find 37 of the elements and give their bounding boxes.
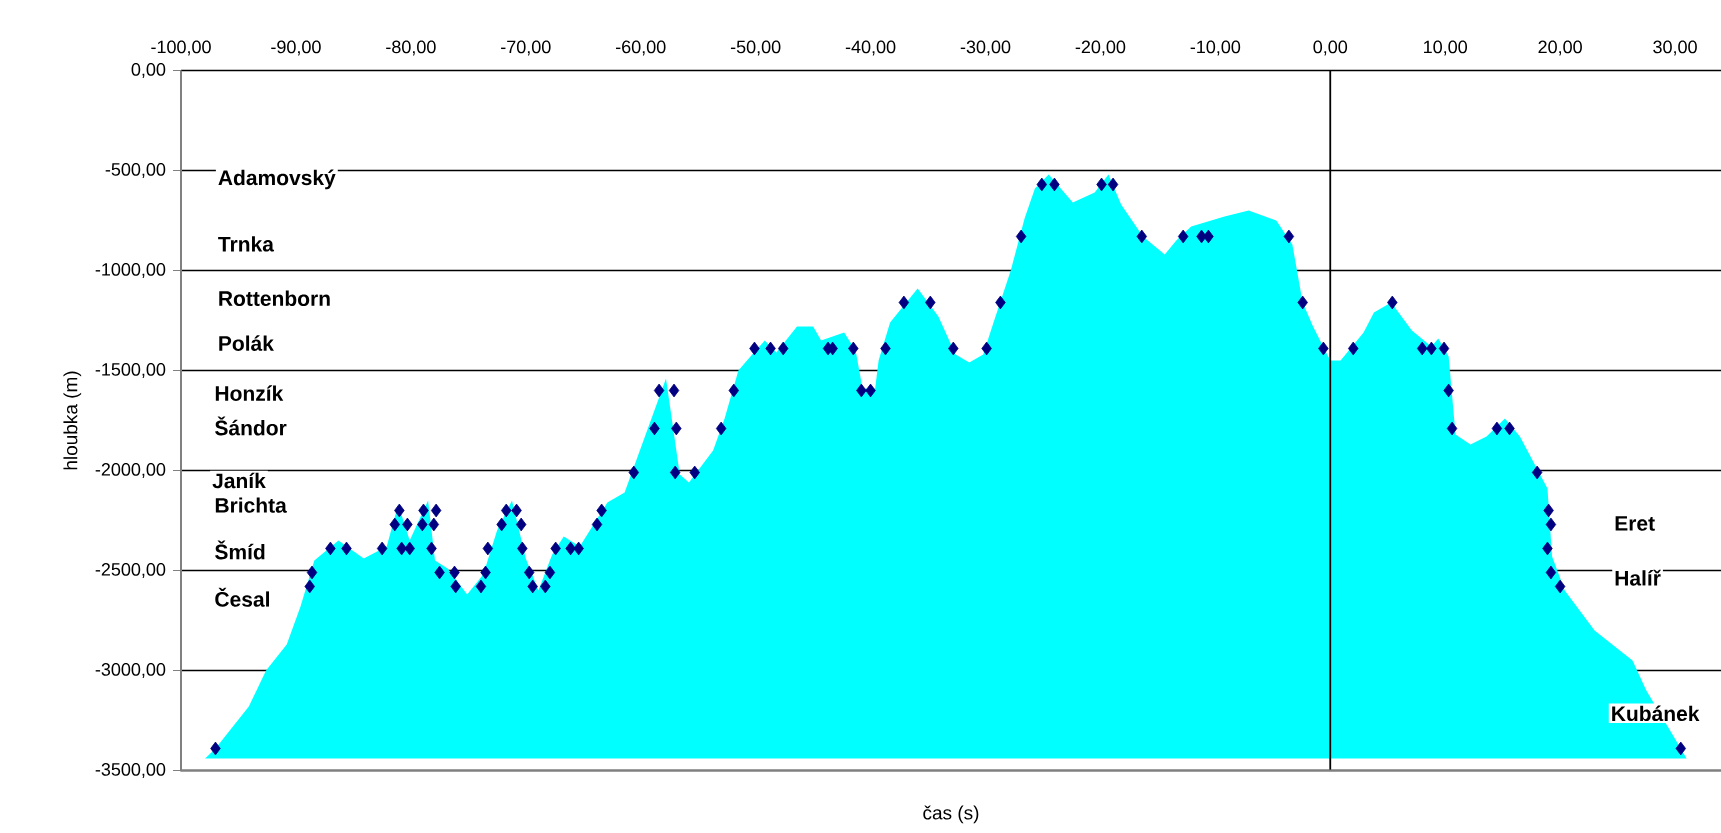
annotation: Česal [215,587,269,607]
y-tick-label: -3500,00 [95,763,166,778]
y-tick-label: -2500,00 [95,563,166,578]
annotation: Halíř [1615,569,1661,586]
annotation: Šándor [215,416,287,436]
x-tick-label: -100,00 [151,40,211,56]
annotation: Rottenborn [219,290,330,307]
annotation: Kubánek [1612,705,1700,722]
x-axis-title: čas (s) [923,805,979,824]
x-tick-label: -70,00 [501,40,551,56]
annotation: Adamovský [218,169,336,190]
x-tick-label: -50,00 [730,40,781,56]
y-tick-label: -2000,00 [95,463,166,478]
annotation: Polák [219,335,274,351]
annotation: Honzík [215,385,284,401]
x-tick-label: -10,00 [1190,40,1241,56]
x-tick-label: 30,00 [1653,40,1697,56]
y-tick-label: 0,00 [131,63,166,78]
x-tick-label: -40,00 [845,40,896,56]
x-tick-label: -90,00 [271,40,321,56]
y-tick-label: -3000,00 [95,663,166,678]
y-tick-label: -1000,00 [95,263,166,278]
x-tick-label: 10,00 [1424,40,1468,56]
annotation: Janík [212,472,266,489]
annotation: Eret [1615,516,1655,531]
x-tick-label: -20,00 [1075,40,1126,56]
x-tick-label: 0,00 [1313,40,1348,56]
annotation: Trnka [218,236,275,252]
x-tick-label: -60,00 [616,40,666,56]
x-tick-label: 20,00 [1538,40,1582,56]
x-tick-label: -30,00 [960,40,1011,56]
annotation: Brichta [215,497,287,513]
annotation: Šmíd [215,540,265,560]
y-tick-label: -1500,00 [95,363,166,378]
y-axis-title: hloubka (m) [63,371,82,470]
x-tick-label: -80,00 [386,40,436,56]
y-tick-label: -500,00 [105,163,166,178]
